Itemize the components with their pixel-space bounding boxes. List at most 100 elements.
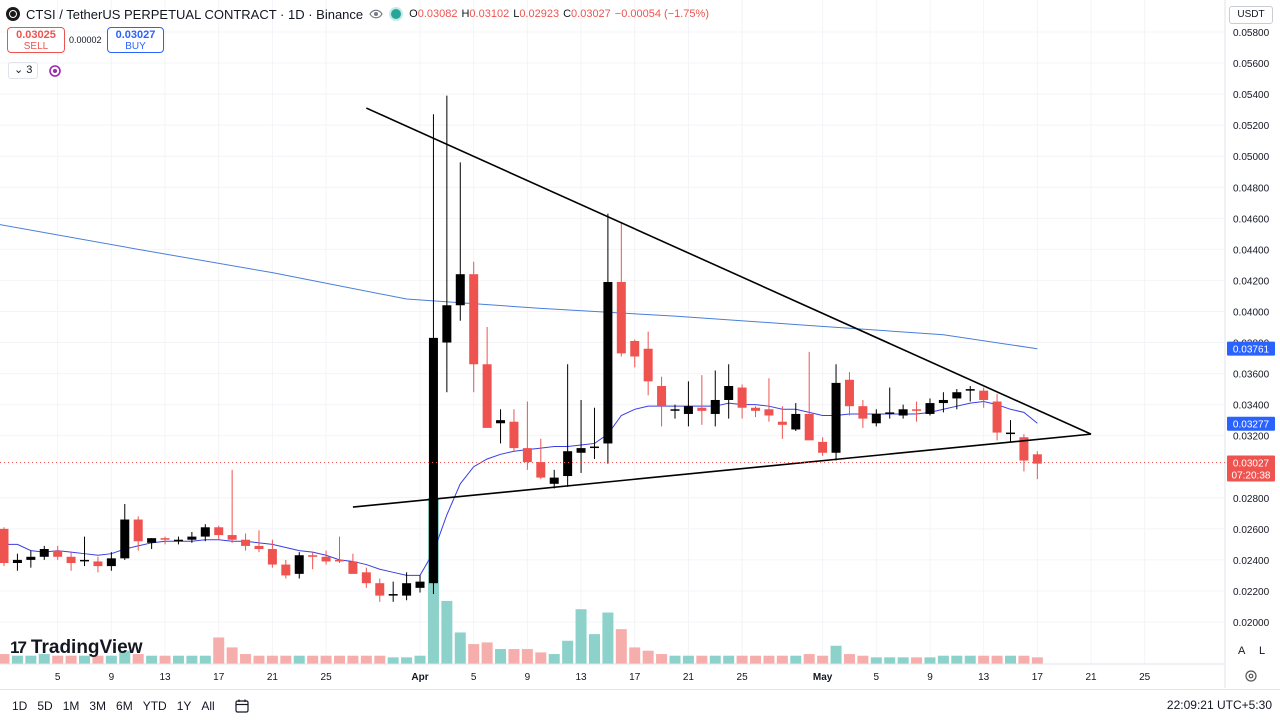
volume-bar: [468, 644, 480, 664]
candles: [0, 95, 1042, 602]
volume-bar: [1018, 655, 1030, 664]
candle-body: [938, 399, 948, 404]
volume-bar: [548, 654, 560, 664]
timeframe-5d[interactable]: 5D: [37, 698, 53, 713]
volume-bar: [723, 655, 735, 664]
volume-bar: [629, 647, 641, 664]
candle: [428, 114, 438, 595]
candle-body: [536, 462, 546, 478]
candle-body: [415, 581, 425, 588]
candle-body: [1032, 454, 1042, 464]
volume-bar: [911, 657, 923, 664]
volume-bar: [521, 649, 533, 664]
candle: [496, 409, 506, 444]
candle: [388, 581, 398, 602]
candle: [402, 572, 412, 601]
candle: [308, 552, 318, 570]
volume-bar: [52, 655, 64, 664]
x-tick-label: 25: [1139, 672, 1151, 683]
candle-body: [979, 390, 989, 400]
candle: [616, 222, 626, 357]
volume-bar: [682, 655, 694, 664]
auto-scale-button[interactable]: A: [1238, 645, 1246, 657]
sell-button[interactable]: 0.03025 SELL: [7, 27, 65, 53]
candle: [294, 552, 304, 579]
refresh-icon[interactable]: [48, 64, 62, 78]
candle-body: [777, 421, 787, 425]
volume-bar: [119, 650, 131, 664]
volume-bar: [495, 649, 507, 664]
candle-body: [670, 409, 680, 411]
candle: [912, 401, 922, 422]
volume-bar: [401, 657, 413, 664]
timeframe-6m[interactable]: 6M: [116, 698, 133, 713]
y-tick-label: 0.02600: [1233, 525, 1270, 536]
buy-button[interactable]: 0.03027 BUY: [107, 27, 164, 53]
volume-bar: [199, 655, 211, 664]
x-tick-label: 13: [159, 672, 171, 683]
timeframe-1m[interactable]: 1M: [62, 698, 80, 713]
gear-icon[interactable]: [1244, 669, 1258, 683]
volume-bar: [817, 655, 829, 664]
candle-body: [26, 556, 36, 560]
sell-price: 0.03025: [16, 29, 56, 41]
volume-bar: [776, 655, 788, 664]
buy-price: 0.03027: [115, 29, 156, 41]
volume-bar: [334, 655, 345, 664]
candle: [26, 550, 36, 568]
y-tick-label: 0.02200: [1233, 587, 1270, 598]
candle-body: [751, 407, 761, 411]
candle-body: [455, 274, 465, 306]
candle-body: [952, 392, 962, 399]
candle: [563, 364, 573, 487]
candle: [522, 401, 532, 470]
candle-body: [563, 451, 573, 477]
candle: [12, 553, 22, 571]
candle: [509, 409, 519, 452]
ohlc-values: O0.03082 H0.03102 L0.02923 C0.03027 −0.0…: [409, 8, 709, 20]
y-tick-label: 0.05600: [1233, 59, 1270, 70]
timeframe-ytd[interactable]: YTD: [142, 698, 167, 713]
volume-bar: [642, 650, 654, 664]
candle-body: [106, 558, 116, 567]
timeframe-1y[interactable]: 1Y: [176, 698, 192, 713]
candle-body: [241, 539, 251, 546]
candle: [992, 393, 1002, 441]
candle-body: [214, 527, 224, 536]
x-tick-label: 25: [321, 672, 333, 683]
x-tick-label: 17: [629, 672, 641, 683]
indicators-toggle[interactable]: ⌄ 3: [8, 62, 39, 79]
volume-bar: [803, 654, 815, 664]
close-value: 0.03027: [571, 8, 611, 20]
candle: [93, 556, 103, 573]
volume-bar: [79, 655, 91, 664]
timeframe-all[interactable]: All: [201, 698, 215, 713]
volume-bar: [213, 637, 225, 664]
symbol-title[interactable]: CTSI / TetherUS PERPETUAL CONTRACT · 1D …: [26, 6, 364, 22]
candle-body: [428, 337, 438, 584]
candle: [630, 339, 640, 368]
x-tick-label: 21: [267, 672, 279, 683]
indicators-count: 3: [26, 64, 33, 76]
ma-price-label: 0.03277: [1227, 416, 1275, 431]
volume-bar: [92, 655, 104, 664]
timeframe-1d[interactable]: 1D: [12, 698, 28, 713]
calendar-icon[interactable]: [234, 698, 250, 714]
candle-body: [294, 555, 304, 574]
log-scale-button[interactable]: L: [1259, 645, 1266, 657]
volume-bar: [562, 640, 574, 664]
candle: [348, 553, 358, 574]
x-tick-label: 9: [525, 672, 531, 683]
x-tick-label: 17: [213, 672, 225, 683]
timeframe-3m[interactable]: 3M: [89, 698, 107, 713]
currency-selector[interactable]: USDT: [1229, 6, 1273, 24]
eye-icon[interactable]: [369, 7, 383, 21]
clock[interactable]: 22:09:21 UTC+5:30: [1166, 698, 1272, 712]
volume-bar: [884, 657, 896, 664]
candle: [858, 399, 868, 428]
candle: [375, 578, 385, 602]
volume-bar: [159, 655, 171, 664]
y-tick-label: 0.03400: [1233, 401, 1270, 412]
candle: [979, 387, 989, 408]
